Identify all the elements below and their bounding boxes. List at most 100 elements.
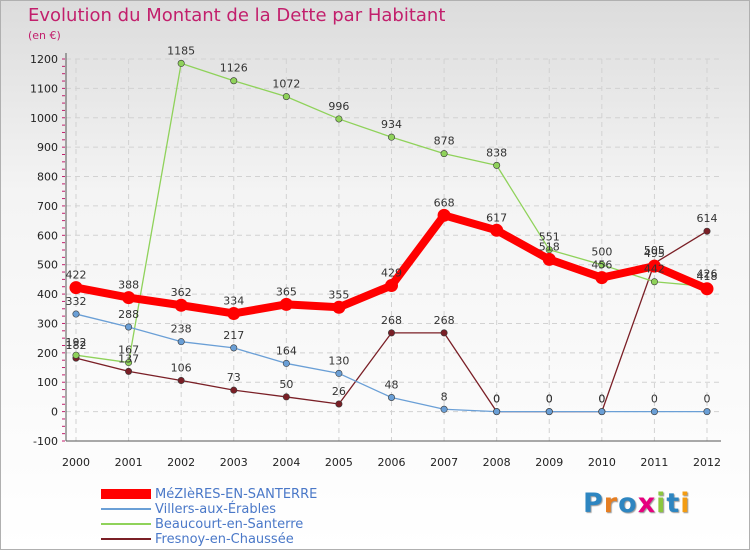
data-point-beaucourt <box>650 278 658 286</box>
data-point-beaucourt <box>282 93 290 101</box>
data-label-mezieres: 456 <box>591 259 612 272</box>
x-tick-label: 2011 <box>640 456 668 469</box>
y-tick-label: -100 <box>33 435 58 448</box>
brand-letter: r <box>603 488 619 519</box>
data-label-beaucourt: 878 <box>434 135 455 148</box>
legend-label-villers: Villers-aux-Érables <box>155 502 276 517</box>
data-label-beaucourt: 442 <box>644 263 665 276</box>
x-tick-label: 2005 <box>325 456 353 469</box>
data-label-beaucourt: 500 <box>591 246 612 259</box>
data-label-beaucourt: 1185 <box>167 44 195 57</box>
data-label-beaucourt: 192 <box>66 336 87 349</box>
legend-label-beaucourt: Beaucourt-en-Santerre <box>155 517 304 532</box>
data-label-fresnoy: 0 <box>598 393 605 406</box>
data-point-beaucourt <box>493 161 501 169</box>
data-label-fresnoy: 505 <box>644 244 665 257</box>
data-point-mezieres <box>490 223 504 237</box>
grid <box>66 58 721 442</box>
data-label-villers: 288 <box>118 308 139 321</box>
chart-title: Evolution du Montant de la Dette par Hab… <box>28 5 446 26</box>
data-label-villers: 130 <box>328 354 349 367</box>
data-point-mezieres <box>279 297 293 311</box>
data-label-villers: 0 <box>704 393 711 406</box>
data-label-mezieres: 334 <box>223 294 244 307</box>
data-label-mezieres: 362 <box>171 286 192 299</box>
data-point-beaucourt <box>177 59 185 67</box>
data-label-fresnoy: 0 <box>493 393 500 406</box>
data-point-villers <box>650 408 658 416</box>
data-label-mezieres: 355 <box>328 288 349 301</box>
data-point-mezieres <box>174 298 188 312</box>
data-point-beaucourt <box>335 115 343 123</box>
x-tick-label: 2010 <box>588 456 616 469</box>
legend-swatch-mezieres <box>101 489 151 499</box>
data-label-villers: 48 <box>385 379 399 392</box>
data-point-fresnoy <box>335 400 343 408</box>
data-label-beaucourt: 167 <box>118 344 139 357</box>
y-tick-label: 100 <box>37 376 58 389</box>
data-label-fresnoy: 50 <box>279 378 293 391</box>
data-point-fresnoy <box>387 329 395 337</box>
data-label-mezieres: 668 <box>434 196 455 209</box>
data-point-mezieres <box>647 259 661 273</box>
y-tick-label: 1100 <box>30 82 58 95</box>
data-point-beaucourt <box>72 351 80 359</box>
data-label-villers: 0 <box>546 393 553 406</box>
data-point-mezieres <box>542 252 556 266</box>
data-point-villers <box>125 323 133 331</box>
x-tick-label: 2006 <box>378 456 406 469</box>
x-tick-label: 2000 <box>62 456 90 469</box>
data-label-beaucourt: 1126 <box>220 62 248 75</box>
data-point-beaucourt <box>387 133 395 141</box>
data-label-fresnoy: 268 <box>434 314 455 327</box>
legend-label-fresnoy: Fresnoy-en-Chaussée <box>155 532 294 547</box>
brand-letter: i <box>680 488 691 519</box>
data-label-mezieres: 617 <box>486 211 507 224</box>
data-label-mezieres: 365 <box>276 285 297 298</box>
data-label-mezieres: 388 <box>118 279 139 292</box>
data-point-mezieres <box>227 306 241 320</box>
y-tick-label: 200 <box>37 347 58 360</box>
x-tick-label: 2012 <box>693 456 721 469</box>
y-tick-label: 1200 <box>30 53 58 66</box>
axes: -100010020030040050060070080090010001100… <box>30 53 721 469</box>
brand-letter: o <box>618 488 638 519</box>
data-point-villers <box>177 338 185 346</box>
data-label-beaucourt: 1072 <box>272 78 300 91</box>
data-label-fresnoy: 0 <box>546 393 553 406</box>
data-label-fresnoy: 106 <box>171 361 192 374</box>
data-point-villers <box>703 408 711 416</box>
data-label-mezieres: 495 <box>644 247 665 260</box>
data-point-villers <box>440 405 448 413</box>
data-label-beaucourt: 934 <box>381 118 402 131</box>
data-label-villers: 332 <box>66 295 87 308</box>
legend-label-mezieres: MéZIèRES-EN-SANTERRE <box>155 487 318 502</box>
brand-logo: Proxiti <box>583 488 691 519</box>
data-label-mezieres: 518 <box>539 240 560 253</box>
x-tick-label: 2003 <box>220 456 248 469</box>
legend-swatch-fresnoy <box>101 538 151 540</box>
data-point-mezieres <box>332 300 346 314</box>
data-point-fresnoy <box>230 386 238 394</box>
data-point-fresnoy <box>282 393 290 401</box>
data-label-beaucourt: 996 <box>328 100 349 113</box>
data-label-beaucourt: 551 <box>539 231 560 244</box>
legend-swatch-beaucourt <box>101 523 151 525</box>
y-tick-label: 500 <box>37 259 58 272</box>
x-tick-label: 2008 <box>483 456 511 469</box>
data-point-fresnoy <box>125 367 133 375</box>
data-point-beaucourt <box>440 150 448 158</box>
data-point-beaucourt <box>125 359 133 367</box>
data-point-villers <box>545 408 553 416</box>
legend-swatch-villers <box>101 508 151 510</box>
y-tick-label: 0 <box>51 406 58 419</box>
data-label-beaucourt: 838 <box>486 146 507 159</box>
data-label-fresnoy: 614 <box>697 212 718 225</box>
data-point-villers <box>282 359 290 367</box>
data-label-mezieres: 422 <box>66 269 87 282</box>
data-point-mezieres <box>595 271 609 285</box>
data-points <box>69 59 714 416</box>
data-label-fresnoy: 73 <box>227 371 241 384</box>
x-tick-label: 2004 <box>272 456 300 469</box>
